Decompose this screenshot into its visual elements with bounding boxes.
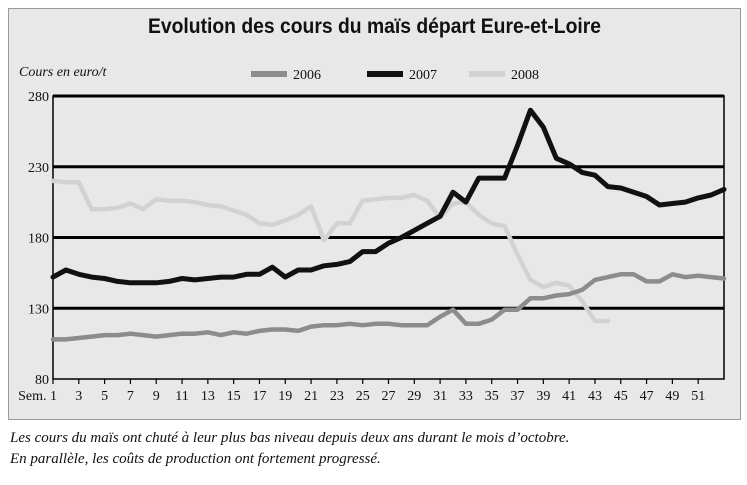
x-tick-label-7: 7 (127, 389, 134, 404)
x-tick-label-27: 27 (382, 389, 396, 404)
chart-title: Evolution des cours du maïs départ Eure-… (147, 15, 602, 38)
x-tick-label-51: 51 (691, 389, 705, 404)
legend-label-2006: 2006 (293, 68, 321, 83)
x-tick-label-13: 13 (201, 389, 215, 404)
x-tick-label-11: 11 (175, 389, 188, 404)
caption-line-2: En parallèle, les coûts de production on… (10, 451, 381, 467)
y-tick-label-130: 130 (28, 302, 49, 317)
x-tick-label-43: 43 (588, 389, 602, 404)
x-tick-label-3: 3 (75, 389, 82, 404)
x-tick-label-15: 15 (227, 389, 241, 404)
y-tick-label-80: 80 (35, 373, 49, 388)
figure-caption: Les cours du maïs ont chuté à leur plus … (10, 428, 740, 470)
y-tick-label-180: 180 (28, 232, 49, 247)
x-tick-label-9: 9 (153, 389, 160, 404)
series-line-2006 (50, 272, 727, 342)
x-tick-label-23: 23 (330, 389, 344, 404)
series-line-2008 (50, 178, 611, 324)
legend-label-2007: 2007 (409, 68, 437, 83)
x-tick-label-25: 25 (356, 389, 370, 404)
y-axis-label: Cours en euro/t (19, 65, 107, 80)
y-tick-label-280: 280 (28, 90, 49, 105)
x-tick-label-35: 35 (485, 389, 499, 404)
x-tick-label-21: 21 (304, 389, 318, 404)
series-line-2007 (50, 107, 727, 286)
x-tick-label-39: 39 (536, 389, 550, 404)
x-tick-label-29: 29 (407, 389, 421, 404)
y-tick-label-230: 230 (28, 161, 49, 176)
x-tick-label-37: 37 (511, 389, 525, 404)
x-tick-label-33: 33 (459, 389, 473, 404)
x-tick-label-49: 49 (665, 389, 679, 404)
x-tick-label-45: 45 (614, 389, 628, 404)
x-tick-label-41: 41 (562, 389, 576, 404)
legend-label-2008: 2008 (511, 68, 539, 83)
x-tick-label-19: 19 (278, 389, 292, 404)
x-tick-label-17: 17 (252, 389, 266, 404)
caption-line-1: Les cours du maïs ont chuté à leur plus … (10, 430, 570, 446)
x-tick-label-31: 31 (433, 389, 447, 404)
chart-container: Evolution des cours du maïs départ Eure-… (8, 8, 741, 420)
x-tick-label-5: 5 (101, 389, 108, 404)
x-tick-label-47: 47 (640, 389, 654, 404)
x-tick-label-1: Sem. 1 (18, 389, 57, 404)
